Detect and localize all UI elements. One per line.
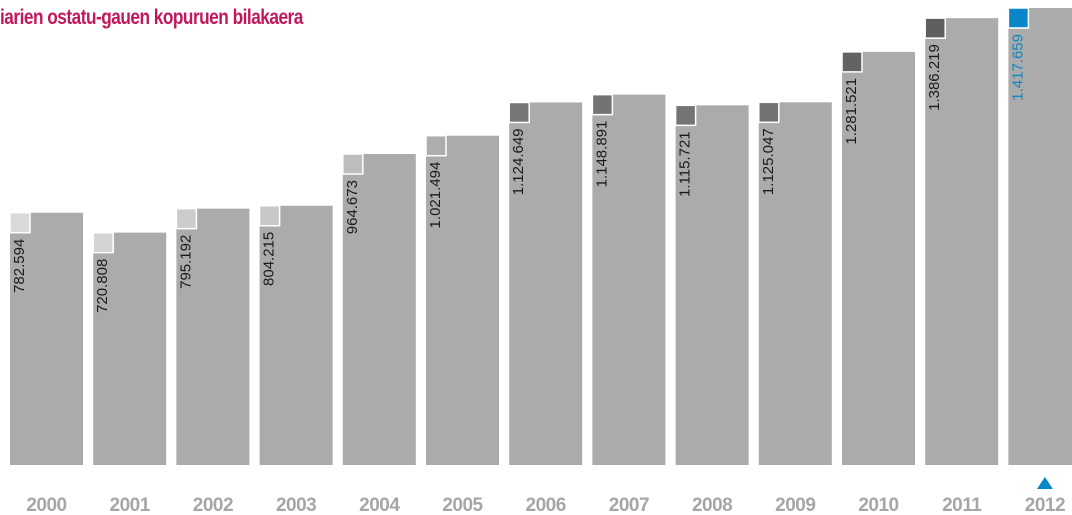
bar-2010 bbox=[842, 51, 915, 466]
value-label-2010: 1.281.521 bbox=[843, 78, 860, 145]
year-label-2012: 2012 bbox=[1025, 495, 1065, 515]
bar-marker-2003 bbox=[258, 205, 281, 227]
bar-marker-2007 bbox=[591, 93, 614, 116]
year-label-2011: 2011 bbox=[942, 495, 982, 515]
bar-2001 bbox=[93, 232, 167, 465]
bar-2006 bbox=[509, 102, 583, 465]
year-label-2004: 2004 bbox=[359, 495, 400, 515]
bar-2009 bbox=[758, 102, 832, 465]
year-label-2007: 2007 bbox=[609, 495, 649, 515]
year-label-2002: 2002 bbox=[193, 495, 233, 515]
value-label-2002: 795.192 bbox=[177, 235, 194, 289]
year-label-2009: 2009 bbox=[775, 495, 815, 515]
bar-marker-2004 bbox=[342, 153, 364, 175]
bar-2008 bbox=[675, 105, 749, 465]
value-label-2000: 782.594 bbox=[11, 239, 28, 293]
value-label-2001: 720.808 bbox=[94, 259, 111, 313]
bar-marker-2006 bbox=[508, 101, 530, 124]
year-label-2005: 2005 bbox=[442, 495, 483, 515]
value-label-2009: 1.125.047 bbox=[760, 128, 777, 195]
bar-marker-2005 bbox=[425, 134, 447, 157]
bar-marker-2010 bbox=[841, 51, 863, 73]
bar-2004 bbox=[342, 154, 416, 465]
bar-marker-2008 bbox=[674, 104, 697, 127]
year-label-2000: 2000 bbox=[26, 495, 66, 515]
value-label-2011: 1.386.219 bbox=[926, 44, 943, 111]
year-label-2010: 2010 bbox=[858, 495, 898, 515]
bar-2003 bbox=[259, 205, 333, 466]
value-label-2005: 1.021.494 bbox=[427, 162, 444, 229]
bar-marker-2000 bbox=[9, 211, 31, 234]
up-triangle-icon bbox=[1036, 477, 1053, 489]
bar-marker-2009 bbox=[758, 101, 780, 124]
bar-marker-2011 bbox=[924, 17, 946, 39]
year-label-2008: 2008 bbox=[692, 495, 732, 515]
year-label-2003: 2003 bbox=[276, 495, 316, 515]
year-label-2006: 2006 bbox=[526, 495, 566, 515]
value-label-2007: 1.148.891 bbox=[593, 121, 610, 188]
bar-2011 bbox=[925, 18, 999, 466]
value-label-2006: 1.124.649 bbox=[510, 128, 527, 195]
value-label-2003: 804.215 bbox=[261, 232, 278, 286]
year-label-2001: 2001 bbox=[110, 495, 151, 515]
bar-2012 bbox=[1008, 8, 1072, 465]
value-label-2012: 1.417.659 bbox=[1009, 34, 1026, 101]
bar-2002 bbox=[176, 208, 250, 465]
bar-2005 bbox=[426, 135, 499, 465]
bar-2007 bbox=[592, 94, 666, 465]
bar-marker-2002 bbox=[175, 207, 198, 230]
value-label-2004: 964.673 bbox=[344, 180, 361, 234]
bar-marker-2001 bbox=[92, 231, 114, 254]
bar-marker-2012 bbox=[1007, 7, 1030, 29]
bar-2000 bbox=[10, 212, 83, 465]
value-label-2008: 1.115.721 bbox=[677, 131, 694, 197]
chart-title: iarien ostatu-gauen kopuruen bilakaera bbox=[0, 6, 303, 29]
